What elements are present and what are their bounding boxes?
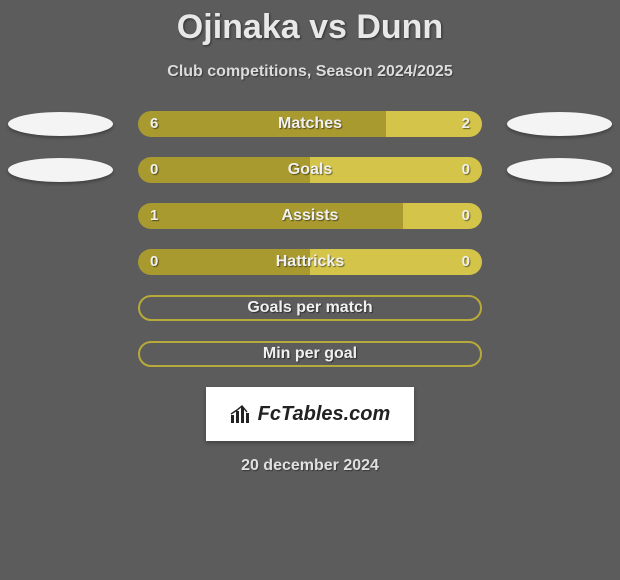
stat-value-left: 6 [150,111,158,137]
stat-bar [138,341,482,367]
page-subtitle: Club competitions, Season 2024/2025 [0,63,620,81]
bar-segment-left: 0 [138,157,310,183]
stat-bar: 00 [138,157,482,183]
bars-icon [230,405,254,423]
bar-segment-right: 0 [310,157,482,183]
logo: FcTables.com [230,403,391,426]
date-line: 20 december 2024 [0,457,620,475]
stat-value-left: 1 [150,203,158,229]
stat-row: Goals per match [0,295,620,321]
stat-row: 62Matches [0,111,620,137]
comparison-chart: 62Matches00Goals10Assists00HattricksGoal… [0,111,620,367]
bar-segment-right: 0 [310,249,482,275]
stat-row: 10Assists [0,203,620,229]
stat-value-right: 0 [462,203,470,229]
stat-value-left: 0 [150,157,158,183]
stat-row: 00Goals [0,157,620,183]
logo-text: FcTables.com [258,403,391,426]
bar-segment-right: 0 [403,203,482,229]
stat-bar [138,295,482,321]
logo-box: FcTables.com [206,387,414,441]
stat-bar: 00 [138,249,482,275]
avatar-placeholder-left [8,112,113,136]
stat-value-right: 2 [462,111,470,137]
avatar-placeholder-right [507,112,612,136]
bar-segment-right: 2 [386,111,482,137]
bar-segment-left: 0 [138,249,310,275]
avatar-placeholder-right [507,158,612,182]
bar-segment-left: 1 [138,203,403,229]
stat-row: 00Hattricks [0,249,620,275]
stat-bar: 10 [138,203,482,229]
stat-value-right: 0 [462,249,470,275]
page-title: Ojinaka vs Dunn [0,0,620,47]
bar-segment-left: 6 [138,111,386,137]
avatar-placeholder-left [8,158,113,182]
stat-value-left: 0 [150,249,158,275]
stat-value-right: 0 [462,157,470,183]
stat-bar: 62 [138,111,482,137]
stat-row: Min per goal [0,341,620,367]
